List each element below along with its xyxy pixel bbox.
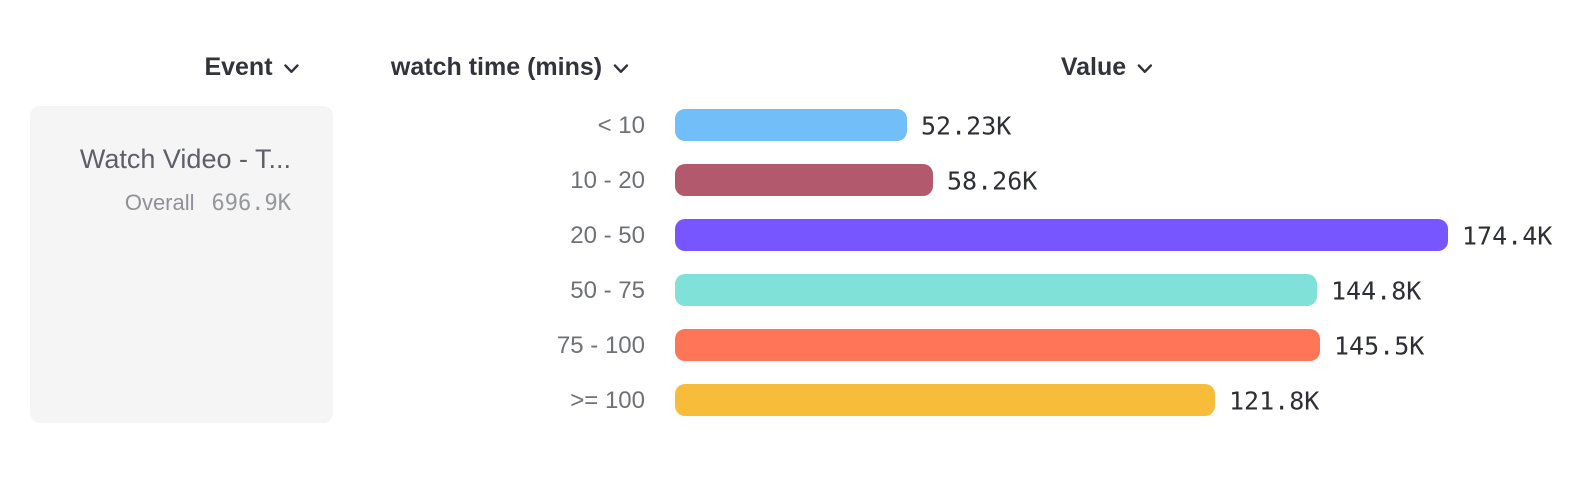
bar-segment[interactable] bbox=[675, 109, 907, 141]
value-label: 144.8K bbox=[1331, 276, 1422, 305]
value-column-dropdown[interactable]: Value bbox=[1061, 51, 1153, 83]
value-label: 121.8K bbox=[1229, 386, 1320, 415]
category-label: >= 100 bbox=[570, 386, 645, 414]
chevron-down-icon bbox=[284, 63, 300, 74]
value-label: 52.23K bbox=[921, 111, 1012, 140]
category-label: 50 - 75 bbox=[570, 276, 645, 304]
bar-segment[interactable] bbox=[675, 384, 1215, 416]
event-card[interactable]: Watch Video - T... Overall 696.9K bbox=[30, 106, 333, 423]
bar-row: >= 100 121.8K bbox=[0, 373, 1584, 428]
overall-label: Overall bbox=[124, 189, 195, 215]
breakdown-column-label: watch time (mins) bbox=[390, 52, 603, 81]
event-column-label: Event bbox=[204, 52, 273, 81]
event-overall-row: Overall 696.9K bbox=[125, 190, 291, 216]
category-label: 20 - 50 bbox=[570, 221, 645, 249]
event-column-dropdown[interactable]: Event bbox=[204, 51, 299, 83]
bar-segment[interactable] bbox=[675, 219, 1448, 251]
bar-segment[interactable] bbox=[675, 329, 1320, 361]
breakdown-column-dropdown[interactable]: watch time (mins) bbox=[391, 51, 629, 83]
value-label: 145.5K bbox=[1334, 331, 1425, 360]
bar-row: < 10 52.23K bbox=[0, 98, 1584, 153]
overall-value: 696.9K bbox=[211, 190, 291, 216]
category-label: 75 - 100 bbox=[556, 331, 645, 359]
bar-row: 10 - 20 58.26K bbox=[0, 153, 1584, 208]
bar-segment[interactable] bbox=[675, 164, 933, 196]
category-label: 10 - 20 bbox=[570, 166, 645, 194]
category-label: < 10 bbox=[597, 111, 645, 139]
bar-row: 50 - 75 144.8K bbox=[0, 263, 1584, 318]
chevron-down-icon bbox=[1137, 63, 1153, 74]
bar-row: 20 - 50 174.4K bbox=[0, 208, 1584, 263]
bar-row: 75 - 100 145.5K bbox=[0, 318, 1584, 373]
bar-segment[interactable] bbox=[675, 274, 1317, 306]
value-label: 174.4K bbox=[1462, 221, 1553, 250]
value-column-label: Value bbox=[1060, 52, 1127, 81]
value-label: 58.26K bbox=[947, 166, 1038, 195]
chevron-down-icon bbox=[613, 63, 629, 74]
event-name: Watch Video - T... bbox=[79, 144, 291, 174]
